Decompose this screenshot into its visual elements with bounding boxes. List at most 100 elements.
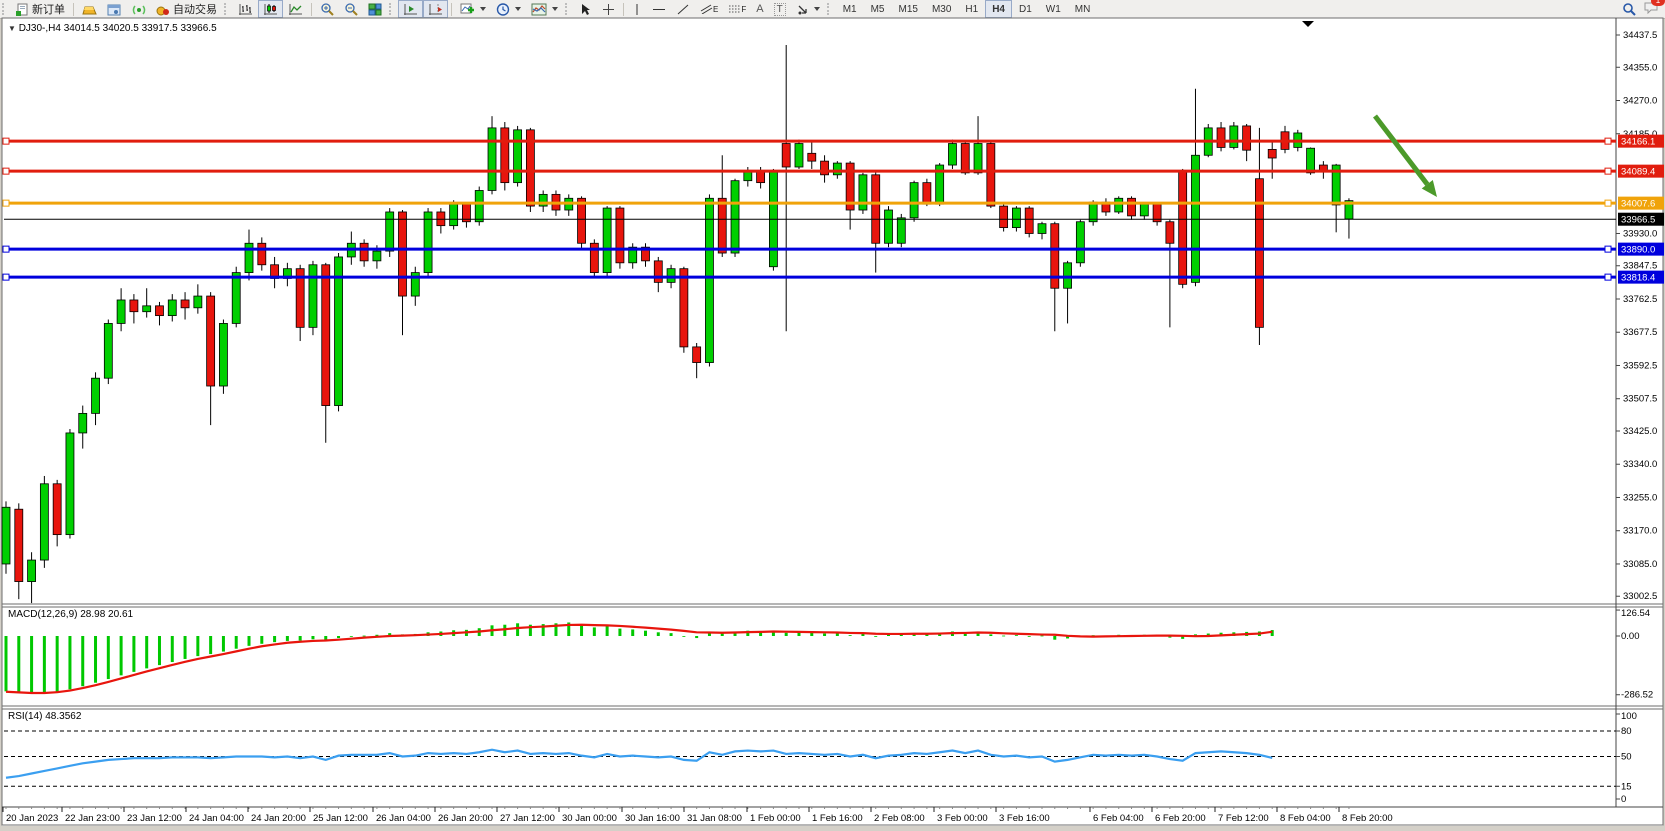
candle-body xyxy=(78,412,88,434)
timeframe-mn[interactable]: MN xyxy=(1074,3,1091,15)
symbol-menu-icon[interactable]: ▼ xyxy=(8,24,16,33)
macd-histogram-bar xyxy=(695,636,699,639)
macd-histogram-bar xyxy=(132,636,136,672)
timeframe-m5[interactable]: M5 xyxy=(870,3,885,15)
crosshair-tool-button[interactable] xyxy=(597,0,620,18)
line-chart-icon xyxy=(289,3,302,15)
cursor-tool-button[interactable] xyxy=(574,0,597,18)
toolbar-grip[interactable] xyxy=(565,3,570,15)
macd-histogram-bar xyxy=(605,626,609,636)
rsi-scale-label: 15 xyxy=(1621,781,1632,792)
toolbar-grip[interactable] xyxy=(2,3,7,15)
y-tick-label: 33762.5 xyxy=(1623,294,1657,305)
time-label: 22 Jan 23:00 xyxy=(65,813,120,824)
toolbar-grip[interactable] xyxy=(224,3,229,15)
zoom-in-button[interactable] xyxy=(315,0,339,18)
macd-histogram-bar xyxy=(324,636,328,641)
timeframe-m1[interactable]: M1 xyxy=(842,3,857,15)
trendline-icon xyxy=(677,4,689,14)
fibonacci-tool-button[interactable]: F xyxy=(723,0,751,18)
time-label: 1 Feb 16:00 xyxy=(812,813,863,824)
auto-scroll-button[interactable] xyxy=(398,0,423,18)
timeframe-w1[interactable]: W1 xyxy=(1045,3,1061,15)
add-indicator-button[interactable] xyxy=(455,0,491,18)
navigator-button[interactable] xyxy=(102,0,127,18)
arrows-tool-button[interactable] xyxy=(791,0,825,18)
line-anchor[interactable] xyxy=(1604,137,1612,145)
horizontal-line-tool-button[interactable] xyxy=(647,0,671,18)
line-anchor[interactable] xyxy=(2,167,10,175)
candle-body xyxy=(666,268,676,283)
line-anchor[interactable] xyxy=(2,245,10,253)
new-order-button[interactable]: 新订单 xyxy=(11,0,70,18)
candle-body xyxy=(922,182,932,205)
window-user-icon xyxy=(107,4,121,15)
macd-histogram-bar xyxy=(30,636,34,694)
macd-histogram-bar xyxy=(145,636,149,669)
channel-tool-button[interactable]: E xyxy=(695,0,723,18)
periods-button[interactable] xyxy=(491,0,526,18)
autotrading-button[interactable]: 自动交易 xyxy=(151,0,222,18)
candle-body xyxy=(1331,164,1341,206)
timeframe-h1[interactable]: H1 xyxy=(965,3,979,15)
zoom-out-button[interactable] xyxy=(339,0,363,18)
line-anchor[interactable] xyxy=(2,137,10,145)
macd-histogram-bar xyxy=(196,636,200,657)
macd-histogram-bar xyxy=(835,633,839,636)
candle-body xyxy=(717,197,727,254)
macd-histogram-bar xyxy=(733,631,737,636)
autotrading-label: 自动交易 xyxy=(173,4,217,16)
candle-body xyxy=(1063,262,1072,289)
fibonacci-icon xyxy=(729,5,741,13)
y-tick-label: 33847.5 xyxy=(1623,261,1657,272)
vertical-line-tool-button[interactable] xyxy=(627,0,647,18)
macd-histogram-bar xyxy=(848,635,852,636)
macd-histogram-bar xyxy=(874,636,878,637)
chart-title-row[interactable]: ▼ DJ30-,H4 34014.5 34020.5 33917.5 33966… xyxy=(8,23,217,34)
macd-histogram-bar xyxy=(4,636,8,692)
signals-button[interactable] xyxy=(127,0,151,18)
annotation-arrow[interactable] xyxy=(1373,114,1430,186)
candle-body xyxy=(756,170,766,184)
macd-histogram-bar xyxy=(221,636,225,652)
trendline-tool-button[interactable] xyxy=(671,0,695,18)
candle-body xyxy=(398,211,407,297)
timeframe-m30[interactable]: M30 xyxy=(931,3,952,15)
candle-body xyxy=(577,197,586,244)
tile-windows-button[interactable] xyxy=(363,0,387,18)
macd-histogram-bar xyxy=(887,634,891,636)
templates-button[interactable] xyxy=(526,0,563,18)
line-anchor[interactable] xyxy=(2,273,10,281)
timeframe-d1[interactable]: D1 xyxy=(1019,3,1032,15)
zoom-out-icon xyxy=(345,2,358,16)
time-label: 25 Jan 12:00 xyxy=(313,813,368,824)
text-tool-button[interactable]: A xyxy=(751,0,768,18)
line-anchor[interactable] xyxy=(2,199,10,207)
candle-body xyxy=(295,268,305,328)
toolbar-grip[interactable] xyxy=(826,3,832,15)
timeframe-m15[interactable]: M15 xyxy=(898,3,918,15)
candle-body xyxy=(832,162,842,176)
candle-body xyxy=(334,256,343,406)
timeframe-group: M1 M5 M15 M30 H1 H4 D1 W1 MN xyxy=(836,0,1098,18)
search-icon[interactable] xyxy=(1622,2,1636,16)
macd-histogram-bar xyxy=(682,636,686,637)
line-anchor[interactable] xyxy=(1604,245,1612,253)
rsi-scale-label: 50 xyxy=(1621,752,1632,763)
market-watch-button[interactable] xyxy=(77,0,102,18)
notifications-button[interactable]: 1 xyxy=(1644,0,1665,17)
macd-histogram-bar xyxy=(528,624,532,636)
candle-body xyxy=(1229,125,1239,148)
candle-body xyxy=(423,211,433,273)
line-anchor[interactable] xyxy=(1604,167,1612,175)
text-label-tool-button[interactable]: T xyxy=(769,0,791,18)
candle-body xyxy=(1242,125,1252,151)
line-anchor[interactable] xyxy=(1604,273,1612,281)
toolbar-grip[interactable] xyxy=(389,3,394,15)
dropdown-caret-icon xyxy=(813,7,820,11)
macd-histogram-bar xyxy=(541,624,545,636)
bar-chart-button[interactable] xyxy=(233,0,258,18)
line-anchor[interactable] xyxy=(1604,199,1612,207)
line-chart-button[interactable] xyxy=(283,0,308,18)
